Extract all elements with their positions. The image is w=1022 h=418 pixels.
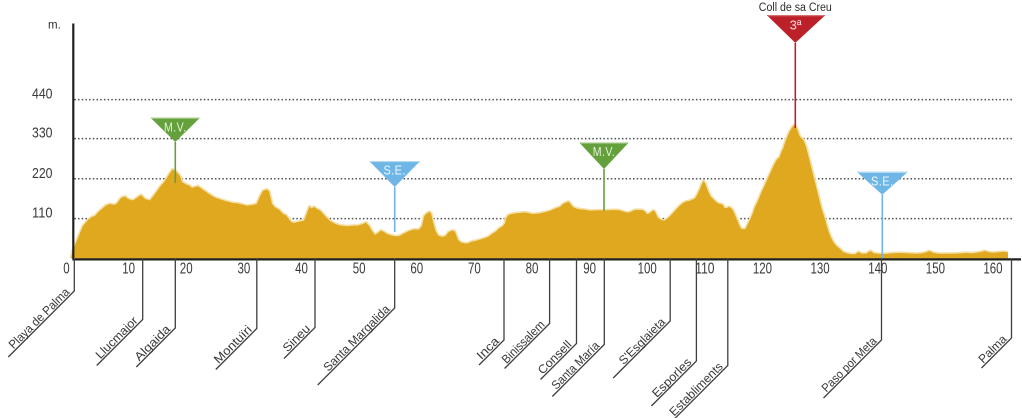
svg-text:60: 60	[410, 261, 423, 278]
svg-text:100: 100	[638, 261, 657, 278]
svg-text:140: 140	[868, 261, 887, 278]
svg-text:220: 220	[32, 165, 53, 182]
svg-text:m.: m.	[48, 20, 61, 32]
svg-text:110: 110	[695, 261, 714, 278]
svg-text:3ª: 3ª	[790, 18, 802, 33]
svg-text:S.E.: S.E.	[383, 164, 406, 178]
svg-text:40: 40	[295, 261, 308, 278]
svg-text:110: 110	[32, 205, 53, 222]
svg-text:10: 10	[122, 261, 135, 278]
svg-text:80: 80	[526, 261, 539, 278]
svg-text:M.V.: M.V.	[164, 120, 187, 134]
svg-text:130: 130	[811, 261, 830, 278]
svg-text:150: 150	[926, 261, 945, 278]
svg-text:120: 120	[753, 261, 772, 278]
svg-text:160: 160	[983, 261, 1002, 278]
svg-text:20: 20	[180, 261, 193, 278]
svg-text:M.V.: M.V.	[593, 145, 616, 159]
svg-text:0: 0	[63, 261, 70, 278]
svg-text:Coll de sa Creu: Coll de sa Creu	[759, 2, 832, 14]
svg-text:30: 30	[238, 261, 251, 278]
svg-text:S.E.: S.E.	[871, 174, 894, 188]
svg-text:440: 440	[32, 86, 53, 103]
svg-text:90: 90	[583, 261, 596, 278]
svg-text:50: 50	[353, 261, 366, 278]
svg-text:330: 330	[32, 125, 53, 142]
svg-text:70: 70	[468, 261, 481, 278]
